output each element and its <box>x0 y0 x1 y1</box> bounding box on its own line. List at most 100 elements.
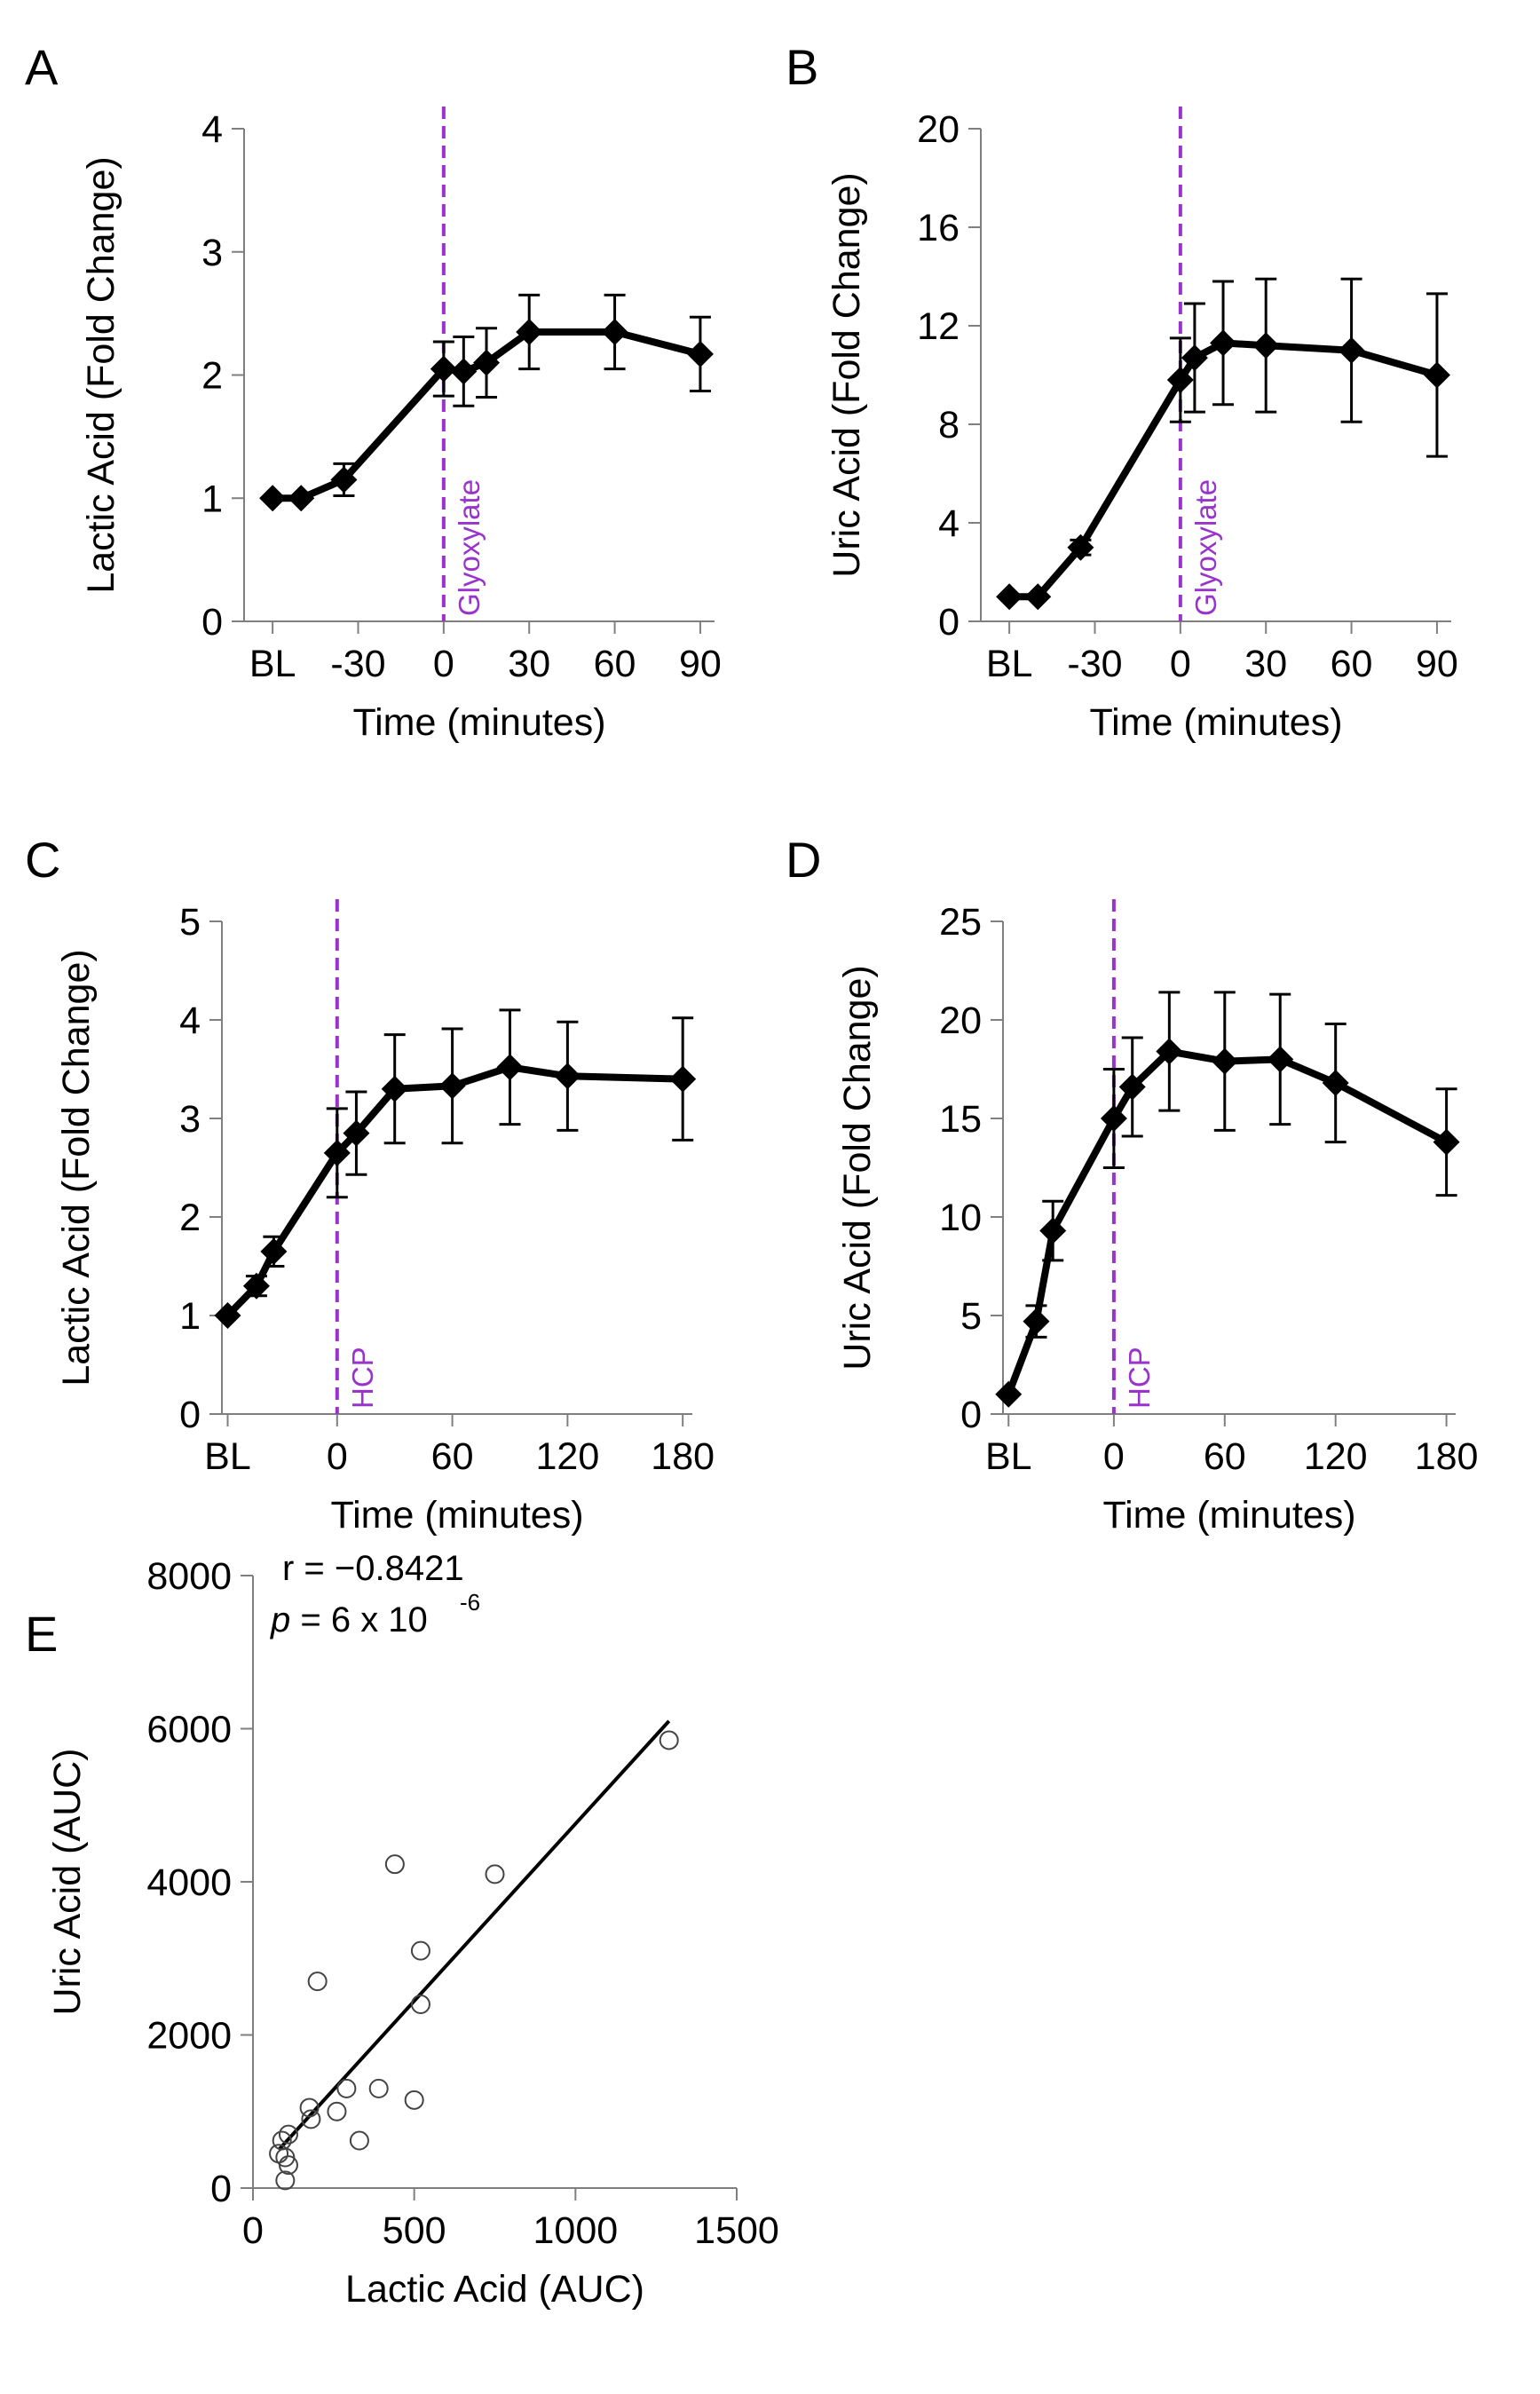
y-tick-label: 8000 <box>146 1555 232 1598</box>
series-line <box>225 1063 683 1318</box>
data-point <box>438 1072 466 1100</box>
x-tick-label: 60 <box>1204 1435 1246 1478</box>
x-tick-label: BL <box>249 643 296 685</box>
y-tick-label: 10 <box>939 1197 982 1239</box>
y-tick-label: 20 <box>917 108 960 151</box>
x-tick-label: 180 <box>651 1435 715 1478</box>
x-tick-label: 30 <box>1244 643 1287 685</box>
x-tick-label: -30 <box>1067 643 1122 685</box>
scatter-point <box>275 2170 296 2191</box>
correlation-r: r = −0.8421 <box>282 1549 464 1588</box>
data-point <box>1024 583 1052 611</box>
y-tick-label: 0 <box>938 601 960 644</box>
y-tick-label: 8 <box>938 404 960 446</box>
scatter-point <box>368 2078 389 2098</box>
y-tick-label: 0 <box>210 2168 232 2210</box>
y-tick-label: 4 <box>201 108 223 151</box>
y-tick-label: 5 <box>179 901 201 944</box>
x-tick-label: 120 <box>1304 1435 1368 1478</box>
data-point <box>686 340 714 367</box>
p-value: p = 6 x 10 <box>270 1600 428 1639</box>
x-tick-label: 30 <box>508 643 550 685</box>
y-tick-label: 16 <box>917 207 960 249</box>
scatter-point <box>349 2130 369 2151</box>
x-tick-label: 180 <box>1415 1435 1479 1478</box>
y-tick-label: 3 <box>201 232 223 274</box>
panel-letter: A <box>25 39 59 95</box>
x-tick-label: BL <box>986 643 1033 685</box>
data-point <box>214 1302 241 1329</box>
data-point <box>1181 344 1208 372</box>
data-point <box>496 1054 524 1081</box>
panel-letter: E <box>25 1606 58 1662</box>
x-tick-label: 60 <box>594 643 636 685</box>
x-tick-label: 0 <box>242 2209 264 2252</box>
treatment-marker-label: Glyoxylate <box>453 479 486 616</box>
y-tick-label: 15 <box>939 1098 982 1141</box>
y-axis-title: Uric Acid (AUC) <box>46 1748 89 2015</box>
scatter-point <box>659 1730 679 1750</box>
y-tick-label: 0 <box>179 1394 201 1436</box>
regression-line <box>277 1719 671 2152</box>
y-axis-title: Uric Acid (Fold Change) <box>825 172 868 577</box>
x-axis-title: Time (minutes) <box>330 1494 583 1537</box>
data-point <box>1039 1217 1067 1244</box>
y-tick-label: 20 <box>939 999 982 1042</box>
y-tick-label: 3 <box>179 1098 201 1141</box>
scatter-point <box>327 2101 347 2121</box>
y-tick-label: 2000 <box>146 2015 232 2058</box>
data-point <box>1210 329 1237 357</box>
data-point <box>1252 332 1280 359</box>
y-axis-title: Lactic Acid (Fold Change) <box>80 156 122 593</box>
data-point <box>1322 1070 1349 1097</box>
scatter-point <box>307 1971 328 1992</box>
treatment-marker-label: Glyoxylate <box>1189 479 1222 616</box>
series-line <box>1005 1047 1449 1396</box>
panel-a: A 0 1 2 3 4 BL -30 0 30 60 90 Time (minutes) Lactic A… <box>25 39 722 744</box>
scatter-point <box>410 1995 430 2014</box>
data-point <box>1023 1308 1050 1335</box>
x-tick-label: 90 <box>679 643 722 685</box>
panel-letter: B <box>786 39 818 95</box>
data-point <box>601 318 628 345</box>
data-point <box>1156 1038 1183 1065</box>
y-axis-title: Lactic Acid (Fold Change) <box>55 949 98 1386</box>
data-point <box>1423 361 1450 389</box>
data-point <box>1100 1105 1127 1132</box>
x-axis-title: Time (minutes) <box>1089 701 1342 744</box>
scatter-point <box>278 2155 298 2176</box>
data-point <box>343 1119 370 1147</box>
data-point <box>1433 1128 1460 1156</box>
panel-e: E 0 2000 4000 6000 8000 0 500 1000 1500 Lactic Aci… <box>25 1549 779 2311</box>
data-point <box>516 318 543 345</box>
data-point <box>242 1272 270 1300</box>
p-value-exponent: -6 <box>460 1589 480 1616</box>
data-point <box>996 583 1023 611</box>
x-axis-title: Time (minutes) <box>352 701 605 744</box>
x-tick-label: 90 <box>1416 643 1458 685</box>
x-tick-label: BL <box>985 1435 1032 1478</box>
x-tick-label: 0 <box>1103 1435 1125 1478</box>
x-tick-label: BL <box>204 1435 251 1478</box>
data-point <box>381 1075 408 1102</box>
scatter-point <box>485 1864 505 1884</box>
y-tick-label: 0 <box>960 1394 982 1436</box>
y-tick-label: 4 <box>179 999 201 1042</box>
scatter-point <box>336 2078 357 2098</box>
y-tick-label: 0 <box>201 601 223 644</box>
x-tick-label: 1000 <box>533 2209 618 2252</box>
x-tick-label: 60 <box>1331 643 1373 685</box>
x-axis-title: Lactic Acid (AUC) <box>345 2268 644 2311</box>
x-tick-label: 0 <box>327 1435 348 1478</box>
data-point <box>1166 367 1194 394</box>
treatment-marker-label: HCP <box>1123 1347 1156 1409</box>
data-point <box>1118 1073 1146 1101</box>
y-tick-label: 1 <box>201 478 223 520</box>
panel-letter: C <box>25 832 60 888</box>
panel-b: B 0 4 8 12 16 20 BL -30 0 30 60 90 Time (minutes) Uric… <box>786 39 1458 744</box>
data-point <box>995 1380 1023 1408</box>
data-point <box>1211 1047 1238 1075</box>
